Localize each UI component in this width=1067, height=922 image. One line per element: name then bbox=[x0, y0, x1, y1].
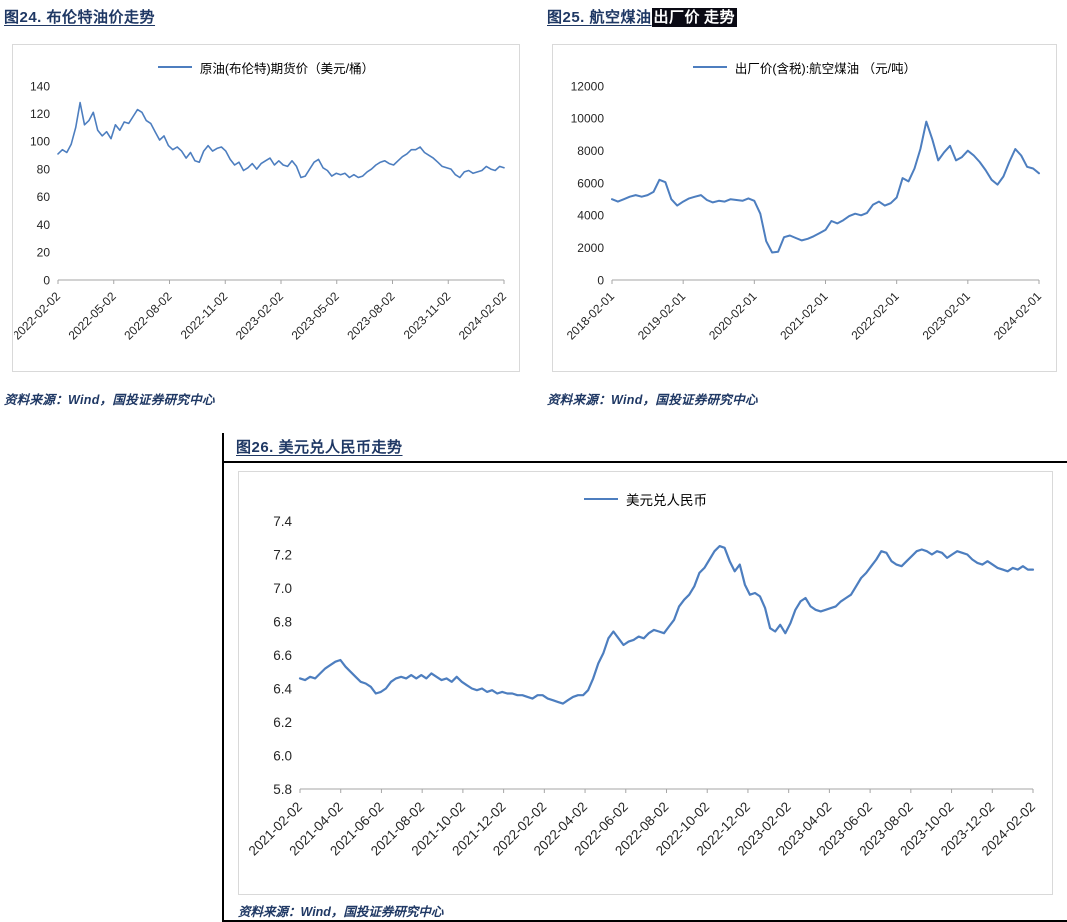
svg-text:2000: 2000 bbox=[577, 241, 604, 255]
fig24-chart-card: 原油(布伦特)期货价（美元/桶） 0 20 40 60 80 100 120 140 2022-… bbox=[10, 44, 520, 372]
svg-text:2022-02-02: 2022-02-02 bbox=[14, 289, 63, 343]
fig26-legend: 美元兑人民币 bbox=[584, 472, 707, 511]
svg-text:20: 20 bbox=[37, 246, 51, 260]
fig26-title-text: 图26. 美元兑人民币走势 bbox=[236, 439, 403, 456]
svg-text:0: 0 bbox=[597, 273, 604, 287]
fig26-legend-line-swatch bbox=[584, 497, 618, 500]
svg-text:5.8: 5.8 bbox=[273, 782, 292, 797]
svg-text:6.0: 6.0 bbox=[273, 748, 292, 763]
svg-text:7.4: 7.4 bbox=[273, 514, 292, 529]
fig25-legend: 出厂价(含税):航空煤油 （元/吨） bbox=[692, 45, 917, 78]
svg-text:2024-02-01: 2024-02-01 bbox=[991, 289, 1045, 343]
svg-text:4000: 4000 bbox=[577, 209, 604, 223]
svg-text:6.8: 6.8 bbox=[273, 614, 292, 629]
svg-text:40: 40 bbox=[37, 218, 51, 232]
svg-text:80: 80 bbox=[37, 162, 51, 176]
fig25-legend-label: 出厂价(含税):航空煤油 （元/吨） bbox=[734, 61, 917, 76]
fig24-legend: 原油(布伦特)期货价（美元/桶） bbox=[157, 45, 375, 78]
svg-text:12000: 12000 bbox=[571, 79, 605, 93]
fig24-plot-area: 0 20 40 60 80 100 120 140 2022-02-02 2022-05-02 20… bbox=[10, 78, 518, 371]
svg-text:2023-05-02: 2023-05-02 bbox=[289, 289, 343, 343]
fig25-title-highlight-1: 出厂价 bbox=[651, 8, 703, 27]
fig26-source: 资料来源：Wind，国投证券研究中心 bbox=[238, 905, 444, 919]
svg-text:2024-02-02: 2024-02-02 bbox=[456, 289, 510, 343]
svg-text:7.0: 7.0 bbox=[273, 581, 292, 596]
fig25-chart-card: 出厂价(含税):航空煤油 （元/吨） 0 2000 4000 6000 8000 1000… bbox=[552, 44, 1057, 372]
svg-text:2023-08-02: 2023-08-02 bbox=[344, 289, 398, 343]
svg-text:140: 140 bbox=[30, 79, 50, 93]
svg-text:2023-02-01: 2023-02-01 bbox=[920, 289, 974, 343]
fig25-source: 资料来源：Wind，国投证券研究中心 bbox=[547, 393, 758, 407]
fig26-title: 图26. 美元兑人民币走势 bbox=[224, 433, 1067, 463]
fig25-plot-area: 0 2000 4000 6000 8000 10000 12000 2018-02-01 201… bbox=[554, 78, 1055, 371]
fig24-title: 图24. 布伦特油价走势 bbox=[4, 6, 155, 27]
svg-text:8000: 8000 bbox=[577, 144, 604, 158]
fig25-title-highlight-2: 走势 bbox=[702, 8, 738, 27]
svg-text:2018-02-01: 2018-02-01 bbox=[564, 289, 618, 343]
fig24-title-text: 图24. 布伦特油价走势 bbox=[4, 9, 156, 26]
svg-text:10000: 10000 bbox=[571, 112, 605, 126]
svg-text:0: 0 bbox=[43, 273, 50, 287]
svg-text:2022-11-02: 2022-11-02 bbox=[178, 289, 231, 342]
svg-text:6.6: 6.6 bbox=[273, 648, 292, 663]
svg-text:100: 100 bbox=[30, 135, 50, 149]
svg-text:6000: 6000 bbox=[577, 176, 604, 190]
svg-text:6.4: 6.4 bbox=[273, 681, 292, 696]
svg-text:7.2: 7.2 bbox=[273, 547, 292, 562]
svg-text:2022-02-01: 2022-02-01 bbox=[848, 289, 902, 343]
svg-text:2019-02-01: 2019-02-01 bbox=[635, 289, 689, 343]
fig24-legend-label: 原油(布伦特)期货价（美元/桶） bbox=[199, 61, 375, 76]
fig26-section: 图26. 美元兑人民币走势 美元兑人民币 5.8 6.0 6.2 6.4 6.6 6.8 7… bbox=[222, 433, 1067, 922]
svg-text:2020-02-01: 2020-02-01 bbox=[706, 289, 760, 343]
fig25-title: 图25. 航空煤油 出厂价 走势 bbox=[547, 6, 738, 27]
fig26-plot-area: 5.8 6.0 6.2 6.4 6.6 6.8 7.0 7.2 7.4 2021-02-02 202… bbox=[240, 511, 1051, 894]
svg-text:2023-02-02: 2023-02-02 bbox=[233, 289, 287, 343]
svg-text:60: 60 bbox=[37, 190, 51, 204]
fig26-legend-label: 美元兑人民币 bbox=[626, 492, 707, 508]
svg-text:120: 120 bbox=[30, 107, 50, 121]
fig24-source: 资料来源：Wind，国投证券研究中心 bbox=[4, 393, 215, 407]
fig24-legend-line-swatch bbox=[157, 66, 192, 68]
fig26-chart-card: 美元兑人民币 5.8 6.0 6.2 6.4 6.6 6.8 7.0 7.2 7.4 2021-0… bbox=[238, 471, 1053, 895]
svg-text:2023-11-02: 2023-11-02 bbox=[401, 289, 454, 342]
svg-text:2022-08-02: 2022-08-02 bbox=[121, 289, 175, 343]
svg-text:2021-02-01: 2021-02-01 bbox=[777, 289, 831, 343]
svg-text:2022-05-02: 2022-05-02 bbox=[66, 289, 120, 343]
svg-text:6.2: 6.2 bbox=[273, 715, 292, 730]
fig25-title-prefix: 图25. 航空煤油 bbox=[547, 9, 652, 26]
fig25-legend-line-swatch bbox=[692, 66, 727, 68]
